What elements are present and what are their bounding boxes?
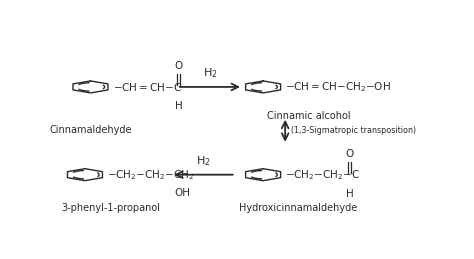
Text: Cinnamic alcohol: Cinnamic alcohol	[267, 111, 351, 121]
Text: Cinnamaldehyde: Cinnamaldehyde	[49, 125, 132, 135]
Text: (1,3-Sigmatropic transposition): (1,3-Sigmatropic transposition)	[291, 126, 416, 135]
Text: $-$CH$_2$$-$CH$_2$$-$C: $-$CH$_2$$-$CH$_2$$-$C	[285, 168, 360, 182]
Text: $-$CH$=$CH$-$CH$_2$$-$OH: $-$CH$=$CH$-$CH$_2$$-$OH	[285, 80, 391, 94]
Text: H$_2$: H$_2$	[202, 66, 217, 80]
Text: O: O	[346, 149, 354, 159]
Text: $-$CH$_2$$-$CH$_2$$-$CH$_2$: $-$CH$_2$$-$CH$_2$$-$CH$_2$	[107, 168, 194, 182]
Text: OH: OH	[174, 188, 191, 198]
Text: H: H	[175, 101, 182, 111]
Text: H$_2$: H$_2$	[196, 154, 211, 168]
Text: O: O	[174, 61, 183, 71]
Text: Hydroxicinnamaldehyde: Hydroxicinnamaldehyde	[239, 203, 357, 213]
Text: H: H	[346, 189, 353, 199]
Text: $-$CH$=$CH$-$C: $-$CH$=$CH$-$C	[112, 81, 182, 93]
Text: 3-phenyl-1-propanol: 3-phenyl-1-propanol	[61, 203, 160, 213]
